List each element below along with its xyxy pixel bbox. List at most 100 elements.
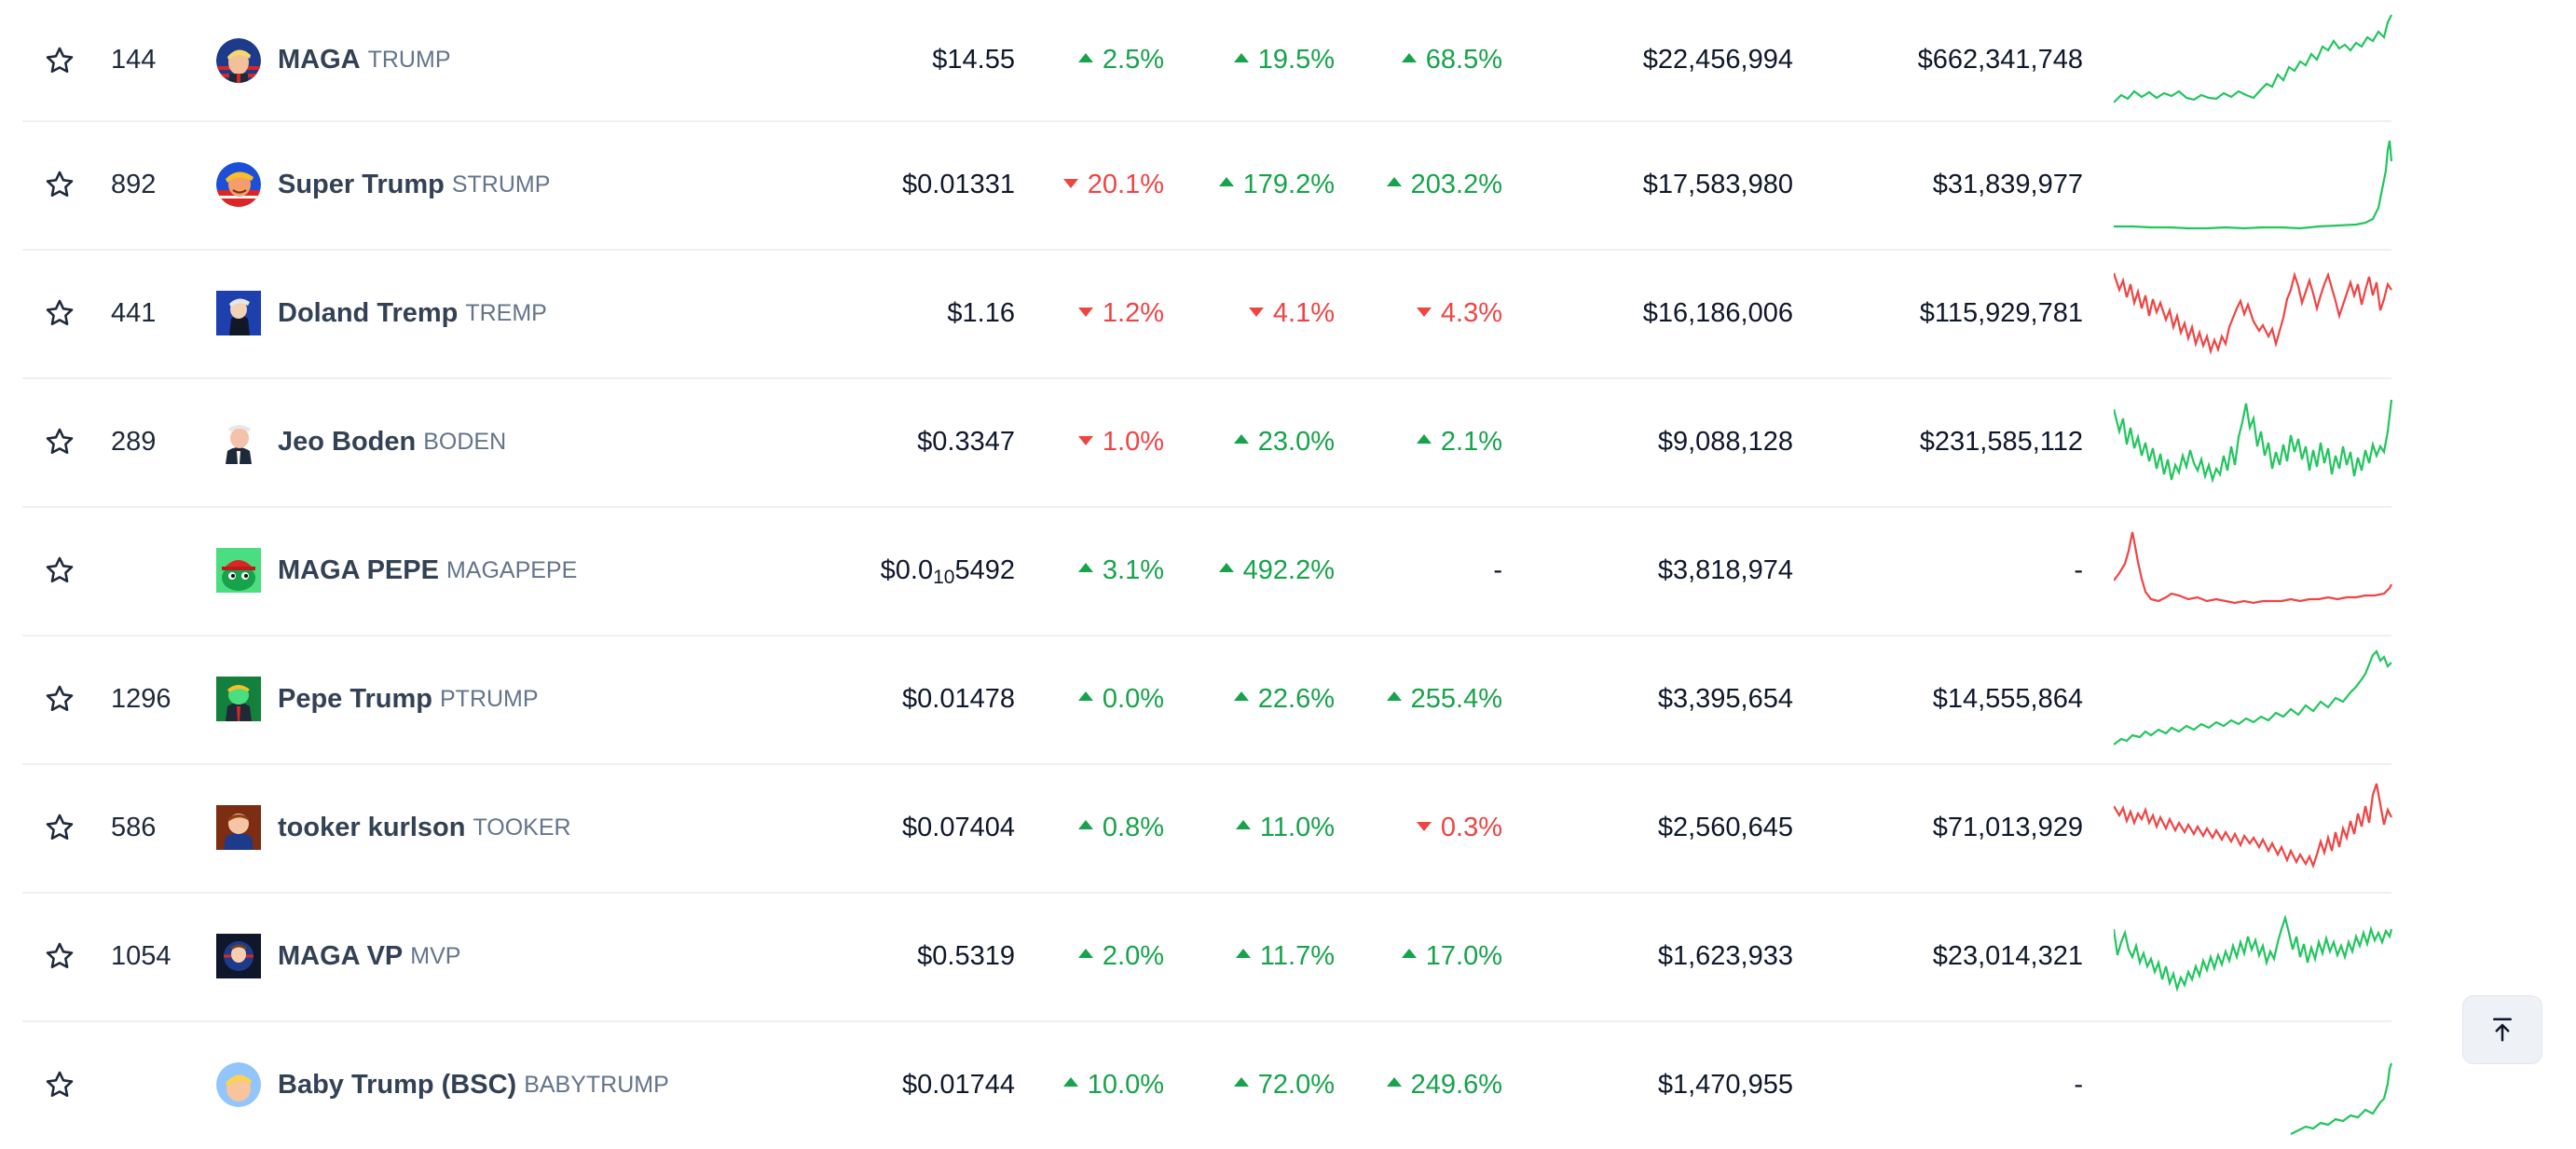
volume-24h: $3,818,974 (1657, 554, 1793, 585)
coin-name: Super Trump (278, 169, 445, 199)
table-row[interactable]: 1296 Pepe Trump PTRUMP $0.01478 0.0% 22.… (22, 635, 2392, 765)
coin-link[interactable]: tooker kurlson TOOKER (216, 763, 794, 892)
coin-symbol: TREMP (465, 299, 547, 326)
doland-tremp-avatar-icon (216, 291, 261, 335)
market-cap: $115,929,781 (1919, 297, 2083, 328)
rank: 144 (111, 45, 157, 75)
price: $0.5319 (917, 940, 1015, 971)
change-1h: 20.1% (1038, 120, 1164, 249)
sparkline-7d (2114, 506, 2393, 635)
favorite-star-icon[interactable] (39, 1020, 80, 1149)
change-7d: 255.4% (1346, 635, 1502, 763)
price: $0.01478 (902, 683, 1015, 714)
change-1h: 3.1% (1038, 506, 1164, 635)
favorite-star-icon[interactable] (39, 763, 80, 892)
favorite-star-icon[interactable] (39, 249, 80, 377)
coin-link[interactable]: Super Trump STRUMP (216, 120, 794, 249)
coin-link[interactable]: Baby Trump (BSC) BABYTRUMP (216, 1020, 794, 1149)
market-cap: $23,014,321 (1932, 940, 2083, 971)
coin-symbol: BODEN (423, 428, 507, 455)
coin-symbol: MVP (410, 942, 461, 969)
coin-link[interactable]: Doland Tremp TREMP (216, 249, 794, 377)
sparkline-7d (2114, 763, 2393, 892)
sparkline-7d (2114, 892, 2393, 1020)
coin-link[interactable]: Pepe Trump PTRUMP (216, 635, 794, 763)
coin-name: Doland Tremp (278, 297, 459, 328)
change-24h: 72.0% (1178, 1020, 1335, 1149)
maga-pepe-avatar-icon (216, 548, 261, 593)
rank: 289 (111, 426, 157, 457)
change-24h: 23.0% (1178, 377, 1335, 506)
rank: 441 (111, 297, 157, 328)
favorite-star-icon[interactable] (39, 506, 80, 635)
change-1h: 1.0% (1038, 377, 1164, 506)
coin-name: Baby Trump (BSC) (278, 1069, 517, 1100)
sparkline-7d (2114, 377, 2393, 506)
coin-link[interactable]: MAGA VP MVP (216, 892, 794, 1020)
rank: 586 (111, 812, 157, 842)
volume-24h: $9,088,128 (1657, 426, 1793, 457)
change-7d: 4.3% (1346, 249, 1502, 377)
market-cap: - (2074, 554, 2083, 585)
volume-24h: $3,395,654 (1657, 683, 1793, 714)
favorite-star-icon[interactable] (39, 120, 80, 249)
coin-link[interactable]: MAGA TRUMP (216, 0, 794, 120)
coin-name: tooker kurlson (278, 812, 466, 842)
table-row[interactable]: 1054 MAGA VP MVP $0.5319 2.0% 11.7% 17.0… (22, 892, 2393, 1022)
market-cap: $14,555,864 (1932, 683, 2083, 714)
change-7d: 17.0% (1346, 892, 1502, 1020)
sparkline-7d (2114, 120, 2393, 249)
change-24h: 19.5% (1178, 0, 1335, 120)
coin-symbol: MAGAPEPE (445, 556, 578, 583)
favorite-star-icon[interactable] (39, 0, 80, 120)
price: $0.01331 (902, 169, 1015, 199)
coin-symbol: TOOKER (473, 814, 571, 841)
change-1h: 2.5% (1038, 0, 1164, 120)
favorite-star-icon[interactable] (39, 635, 80, 763)
table-row[interactable]: 586 tooker kurlson TOOKER $0.07404 0.8% … (22, 763, 2393, 894)
favorite-star-icon[interactable] (39, 377, 80, 506)
price: $0.0 10 5492 (880, 554, 1015, 589)
change-1h: 0.8% (1038, 763, 1164, 892)
favorite-star-icon[interactable] (39, 892, 80, 1020)
rank (111, 506, 204, 635)
arrow-up-to-line-icon (2493, 1018, 2512, 1042)
sparkline-7d (2114, 249, 2393, 377)
market-cap: $231,585,112 (1919, 426, 2083, 457)
change-24h: 22.6% (1178, 635, 1335, 763)
table-row[interactable]: 289 Jeo Boden BODEN $0.3347 1.0% 23.0% 2… (22, 377, 2393, 508)
rank: 1296 (111, 683, 171, 714)
change-24h: 11.0% (1178, 763, 1335, 892)
rank (111, 1020, 204, 1149)
change-1h: 0.0% (1038, 635, 1164, 763)
coin-name: MAGA VP (278, 940, 404, 971)
rank: 892 (111, 169, 157, 199)
change-24h: 492.2% (1178, 506, 1335, 635)
change-24h: 179.2% (1178, 120, 1335, 249)
coin-name: Pepe Trump (278, 683, 432, 714)
coin-link[interactable]: MAGA PEPE MAGAPEPE (216, 506, 794, 635)
change-24h: 11.7% (1178, 892, 1335, 1020)
table-row[interactable]: 892 Super Trump STRUMP $0.01331 20.1% 17… (22, 120, 2393, 251)
change-7d: 68.5% (1346, 0, 1502, 120)
scroll-to-top-button[interactable] (2462, 995, 2542, 1064)
change-7d: - (1493, 554, 1502, 585)
change-1h: 1.2% (1038, 249, 1164, 377)
volume-24h: $2,560,645 (1657, 812, 1793, 842)
table-row[interactable]: 441 Doland Tremp TREMP $1.16 1.2% 4.1% 4… (22, 249, 2393, 379)
change-7d: 249.6% (1346, 1020, 1502, 1149)
table-row[interactable]: MAGA PEPE MAGAPEPE $0.0 10 5492 3.1% 492.2… (22, 506, 2393, 636)
coin-symbol: STRUMP (451, 171, 551, 198)
change-7d: 0.3% (1346, 763, 1502, 892)
volume-24h: $17,583,980 (1642, 169, 1793, 199)
coin-link[interactable]: Jeo Boden BODEN (216, 377, 794, 506)
tooker-kurlson-avatar-icon (216, 805, 261, 850)
change-24h: 4.1% (1178, 249, 1335, 377)
change-7d: 2.1% (1346, 377, 1502, 506)
coin-symbol: PTRUMP (440, 685, 539, 712)
table-row[interactable]: Baby Trump (BSC) BABYTRUMP $0.01744 10.0… (22, 1020, 2393, 1149)
coin-symbol: TRUMP (367, 47, 451, 73)
coin-name: MAGA PEPE (278, 554, 439, 585)
volume-24h: $16,186,006 (1642, 297, 1793, 328)
table-row[interactable]: 144 MAGA TRUMP $14.55 2.5% 19.5% 68.5% $… (22, 0, 2392, 122)
